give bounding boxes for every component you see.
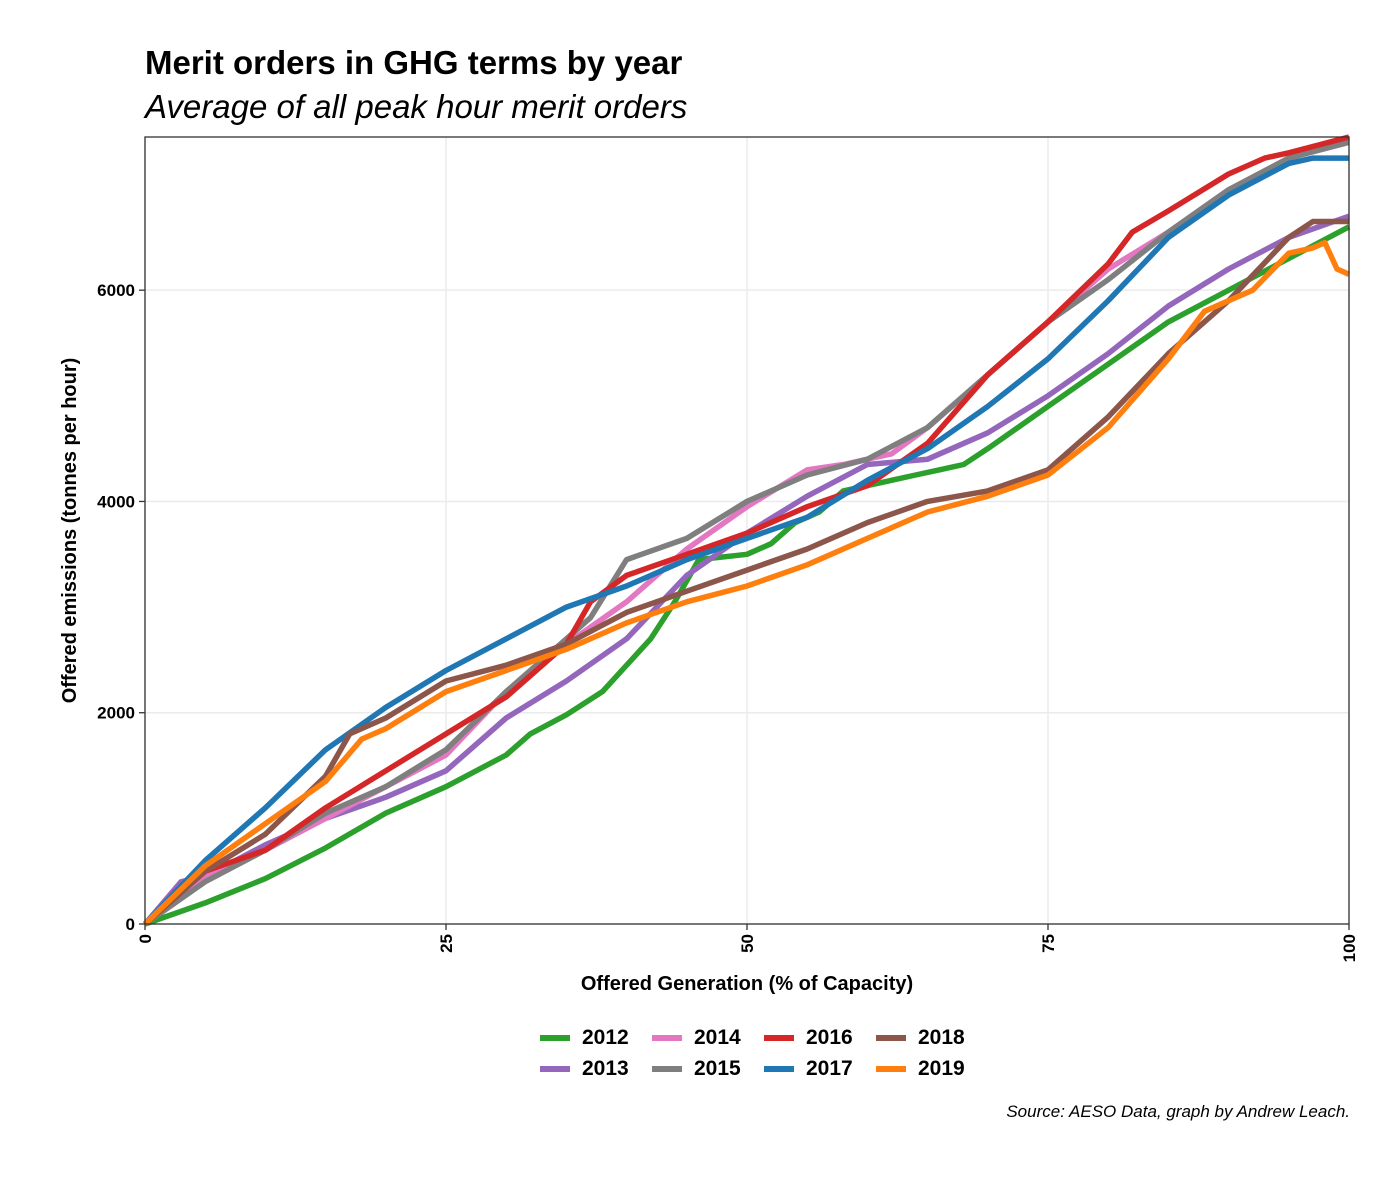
y-tick-label: 0 bbox=[126, 915, 135, 934]
legend-label: 2016 bbox=[806, 1026, 853, 1049]
legend-label: 2018 bbox=[918, 1026, 965, 1049]
legend-swatch bbox=[764, 1035, 794, 1041]
x-axis-title: Offered Generation (% of Capacity) bbox=[581, 973, 913, 995]
legend-swatch bbox=[540, 1035, 570, 1041]
legend-item-2012: 2012 bbox=[540, 1026, 652, 1050]
y-tick-label: 6000 bbox=[97, 281, 135, 300]
series-line-2012 bbox=[144, 224, 1351, 927]
legend-item-2014: 2014 bbox=[652, 1026, 764, 1050]
legend-label: 2012 bbox=[582, 1026, 629, 1049]
legend-item-2019: 2019 bbox=[876, 1057, 988, 1081]
legend-swatch bbox=[876, 1035, 906, 1041]
x-tick-label: 75 bbox=[1039, 934, 1058, 953]
legend-item-2016: 2016 bbox=[764, 1026, 876, 1050]
legend-label: 2019 bbox=[918, 1057, 965, 1080]
x-tick-label: 100 bbox=[1340, 934, 1359, 962]
legend-swatch bbox=[876, 1066, 906, 1072]
source-caption: Source: AESO Data, graph by Andrew Leach… bbox=[1006, 1102, 1350, 1121]
legend-swatch bbox=[652, 1066, 682, 1072]
x-tick-label: 0 bbox=[136, 934, 155, 943]
x-tick-label: 25 bbox=[437, 934, 456, 953]
legend-swatch bbox=[540, 1066, 570, 1072]
y-tick-label: 2000 bbox=[97, 704, 135, 723]
chart-title: Merit orders in GHG terms by year bbox=[145, 44, 683, 81]
series-line-2016 bbox=[143, 134, 1350, 927]
y-axis-title: Offered emissions (tonnes per hour) bbox=[59, 358, 81, 704]
legend-swatch bbox=[652, 1035, 682, 1041]
line-chart: 0 25 50 75 100 0 2000 4000 6000 Offered Generatio… bbox=[59, 134, 1359, 995]
legend-label: 2014 bbox=[694, 1026, 741, 1049]
legend-label: 2017 bbox=[806, 1057, 853, 1080]
chart-subtitle: Average of all peak hour merit orders bbox=[145, 88, 688, 125]
legend-item-2017: 2017 bbox=[764, 1057, 876, 1081]
y-tick-label: 4000 bbox=[97, 492, 135, 511]
x-tick-label: 50 bbox=[738, 934, 757, 953]
chart-legend: 2012 2013 2014 2015 2016 2017 2018 2019 bbox=[540, 1026, 988, 1081]
legend-swatch bbox=[764, 1066, 794, 1072]
legend-label: 2015 bbox=[694, 1057, 741, 1080]
series-line-2019 bbox=[143, 239, 1351, 926]
legend-item-2013: 2013 bbox=[540, 1057, 652, 1081]
legend-item-2015: 2015 bbox=[652, 1057, 764, 1081]
legend-label: 2013 bbox=[582, 1057, 629, 1080]
legend-item-2018: 2018 bbox=[876, 1026, 988, 1050]
series-line-2015 bbox=[143, 139, 1350, 927]
